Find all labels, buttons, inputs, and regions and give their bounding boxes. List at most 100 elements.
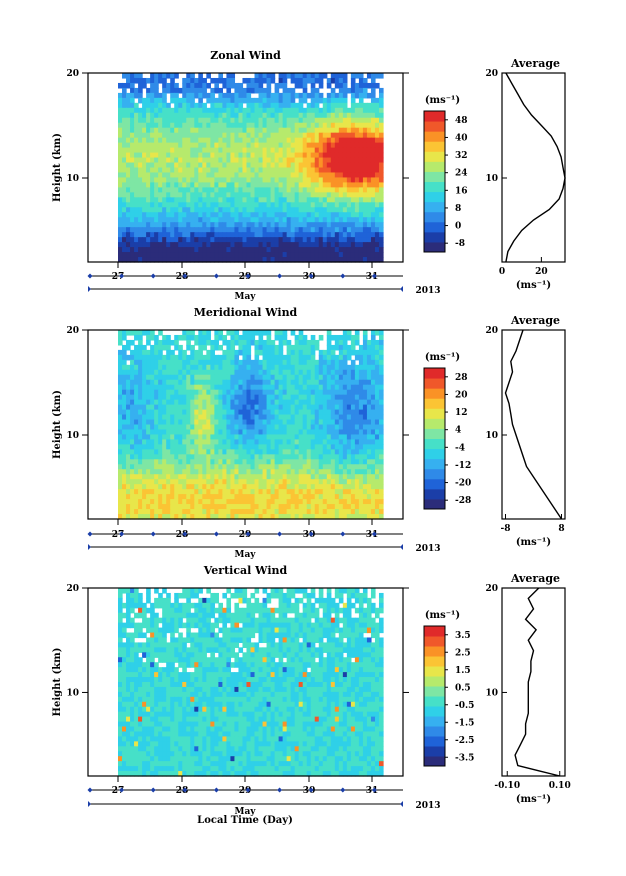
heatmap-cell [342,147,348,154]
heatmap-cell [282,354,288,361]
heatmap-cell [170,87,175,94]
heatmap-cell [282,509,288,515]
heatmap-cell [178,192,183,198]
heatmap-cell [266,494,272,500]
heatmap-cell [302,449,308,455]
heatmap-cell [206,187,211,193]
heatmap-cell [266,132,272,139]
heatmap-cell [346,344,352,351]
heatmap-cell [130,394,135,401]
heatmap-cell [118,162,123,169]
heatmap-cell [342,237,348,243]
heatmap-cell [198,389,203,396]
heatmap-cell [122,73,127,79]
heatmap-cell [174,459,179,465]
heatmap-cell [246,479,252,485]
heatmap-cell [122,484,127,490]
heatmap-cell [246,339,252,346]
heatmap-cell [262,374,268,381]
heatmap-cell [250,384,256,391]
heatmap-cell [150,157,155,164]
heatmap-cell [226,404,232,411]
heatmap-cell [190,394,195,401]
heatmap-cell [182,197,187,203]
heatmap-cell [206,384,211,391]
heatmap-cell [234,212,240,218]
heatmap-cell [118,182,123,188]
heatmap-cell [182,394,187,401]
heatmap-cell [234,257,240,263]
heatmap-cell [306,132,312,139]
heatmap-cell [154,344,159,351]
heatmap-cell [198,252,203,258]
heatmap-cell [182,399,187,406]
heatmap-cell [206,404,211,411]
heatmap-cell [326,117,332,124]
heatmap-cell [242,384,248,391]
heatmap-cell [150,509,155,515]
heatmap-cell [330,207,336,213]
heatmap-cell [262,479,268,485]
heatmap-cell [262,127,268,134]
heatmap-cell [254,499,260,505]
heatmap-cell [194,379,199,386]
heatmap-cell [126,192,131,198]
heatmap-cell [206,504,211,510]
heatmap-cell [234,330,240,336]
heatmap-cell [134,484,139,490]
heatmap-cell [278,142,284,149]
heatmap-cell [158,197,163,203]
heatmap-cell [234,359,240,366]
heatmap-cell [246,434,252,441]
heatmap-cell [266,384,272,391]
heatmap-cell [250,97,256,104]
heatmap-cell [250,247,256,253]
heatmap-cell [222,242,228,248]
heatmap-cell [278,454,284,460]
heatmap-cell [262,384,268,391]
heatmap-cell [358,87,364,94]
heatmap-cell [310,469,316,475]
heatmap-cell [194,454,199,460]
heatmap-cell [346,349,352,356]
heatmap-cell [374,444,380,450]
heatmap-cell [310,147,316,154]
heatmap-cell [306,137,312,144]
heatmap-cell [338,232,344,238]
colorbar-segment [424,111,445,122]
heatmap-cell [250,439,256,445]
heatmap-cell [154,359,159,366]
heatmap-cell [218,439,223,445]
heatmap-cell [234,394,240,401]
heatmap-cell [158,419,163,426]
heatmap-cell [278,489,284,495]
heatmap-cell [326,349,332,356]
heatmap-cell [210,147,215,154]
heatmap-cell [134,359,139,366]
heatmap-cell [286,212,292,218]
heatmap-cell [238,469,244,475]
heatmap-cell [230,379,236,386]
heatmap-cell [358,182,364,188]
heatmap-cell [150,424,155,431]
heatmap-cell [230,499,236,505]
heatmap-cell [146,429,151,436]
heatmap-cell [298,394,304,401]
heatmap-cell [302,424,308,431]
heatmap-cell [142,207,147,213]
heatmap-cell [374,122,380,129]
heatmap-cell [146,147,151,154]
heatmap-cell [318,207,324,213]
heatmap-cell [334,117,340,124]
heatmap-cell [254,247,260,253]
heatmap-cell [246,127,252,134]
heatmap-cell [150,489,155,495]
heatmap-cell [198,87,203,94]
heatmap-cell [126,227,131,233]
heatmap-cell [246,112,252,119]
heatmap-cell [334,132,340,139]
heatmap-cell [182,374,187,381]
heatmap-cell [242,449,248,455]
heatmap-cell [318,494,324,500]
heatmap-cell [358,202,364,208]
